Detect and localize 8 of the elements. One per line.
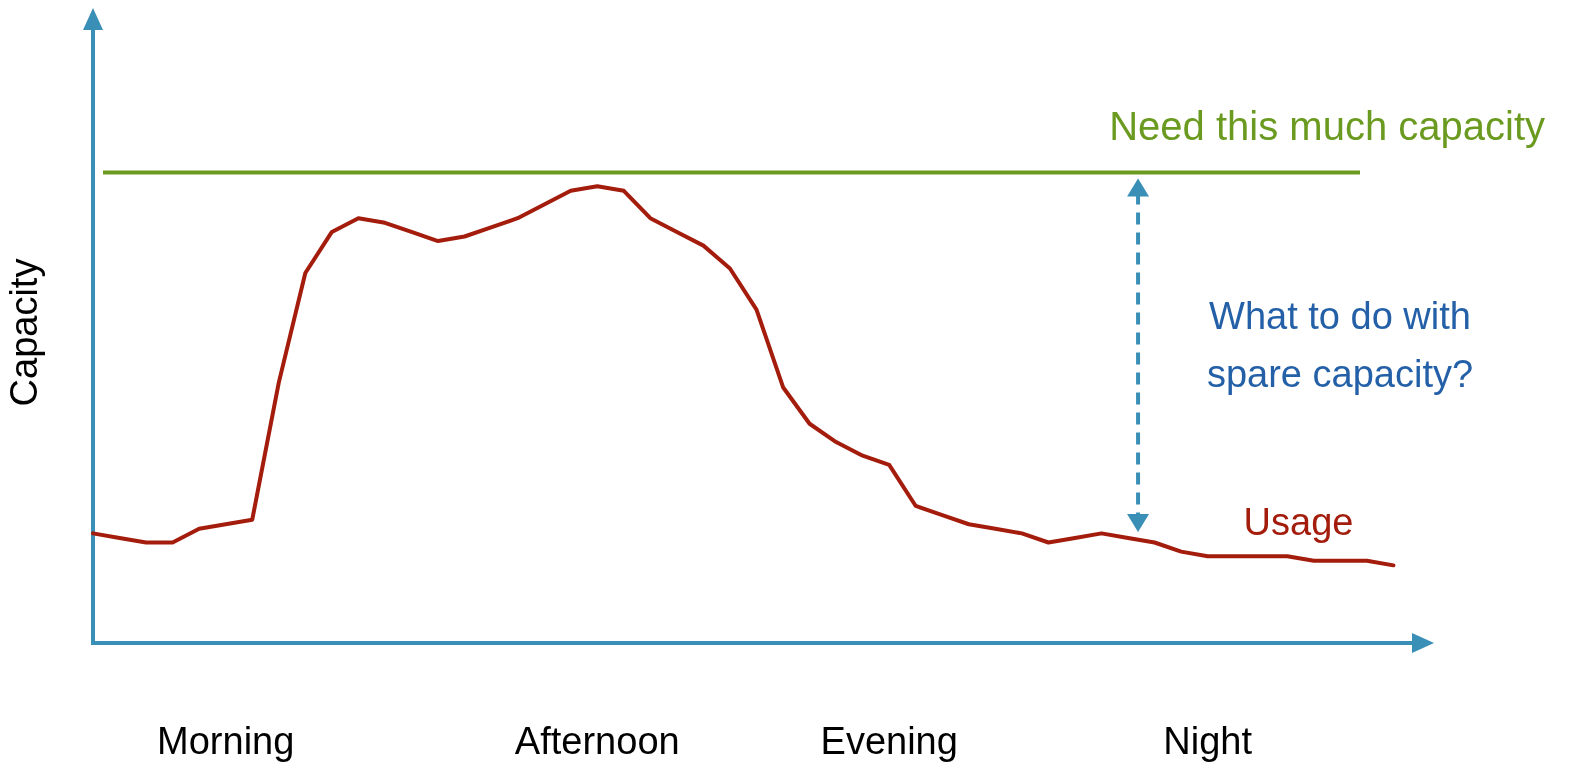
annotation: What to do with spare capacity? [1206,295,1474,396]
ref-line-label: Need this much capacity [1109,103,1545,148]
x-tick-label: Morning [157,720,295,763]
y-axis-title: Capacity [3,258,46,407]
x-tick-label: Evening [820,720,958,763]
x-tick-label: Night [1163,720,1253,763]
series-label: Usage [1243,500,1354,543]
x-tick-label: Afternoon [514,720,680,763]
